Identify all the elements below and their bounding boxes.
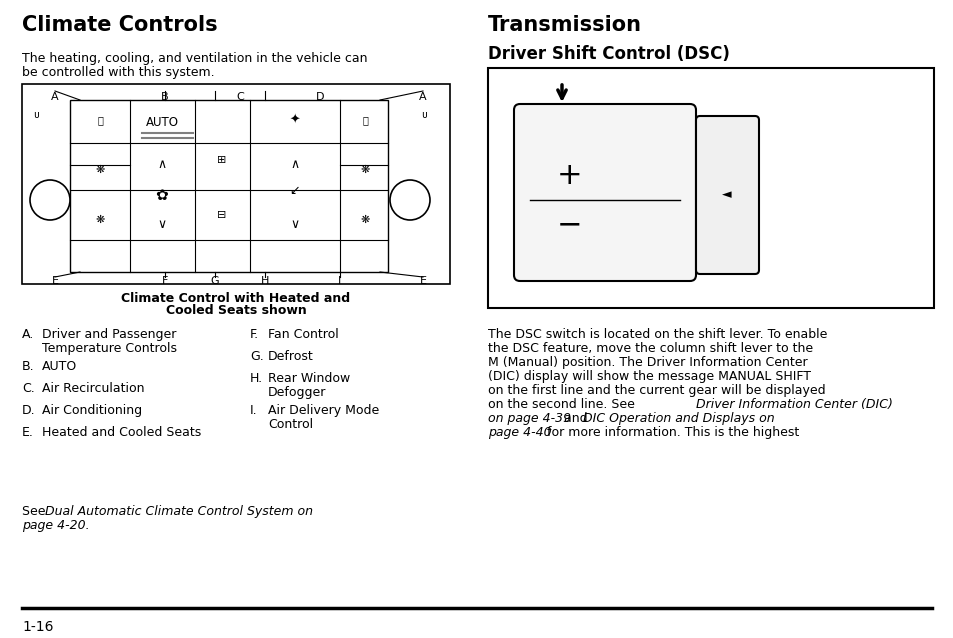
Text: Driver Information Center (DIC): Driver Information Center (DIC) [696,398,892,411]
Text: Control: Control [268,418,313,431]
Bar [488,68,933,308]
Text: C.: C. [22,382,34,395]
Text: D.: D. [22,404,35,417]
Text: Heated and Cooled Seats: Heated and Cooled Seats [42,426,201,439]
Text: Dual Automatic Climate Control System on: Dual Automatic Climate Control System on [45,505,313,518]
Text: ⊞: ⊞ [217,155,227,165]
Text: ∧: ∧ [157,158,167,172]
Text: Cooled Seats shown: Cooled Seats shown [166,304,306,317]
Text: F.: F. [250,328,259,341]
Text: D: D [315,92,324,102]
Text: 🪑: 🪑 [362,115,368,125]
Text: ∨: ∨ [290,218,299,232]
Text: F: F [162,276,168,286]
Text: and: and [559,412,591,425]
Text: ᴜ: ᴜ [420,110,426,120]
Bar [22,84,450,284]
Text: A: A [418,92,426,102]
Text: Defogger: Defogger [268,386,326,399]
Text: Air Recirculation: Air Recirculation [42,382,144,395]
Text: ∧: ∧ [290,158,299,172]
Text: Temperature Controls: Temperature Controls [42,342,177,355]
Text: The DSC switch is located on the shift lever. To enable: The DSC switch is located on the shift l… [488,328,826,341]
Text: Rear Window: Rear Window [268,372,350,385]
Text: M (Manual) position. The Driver Information Center: M (Manual) position. The Driver Informat… [488,356,807,369]
Text: Driver and Passenger: Driver and Passenger [42,328,176,341]
Text: A: A [51,92,59,102]
Text: C: C [236,92,244,102]
Text: ∨: ∨ [157,218,167,232]
Text: B.: B. [22,360,34,373]
Text: ↙: ↙ [290,184,300,197]
Text: ᴜ: ᴜ [33,110,39,120]
Text: H: H [260,276,269,286]
Text: ⊟: ⊟ [217,210,227,220]
Text: G: G [211,276,219,286]
Text: +: + [557,161,582,189]
Circle shape [390,180,430,220]
Text: Defrost: Defrost [268,350,314,363]
Bar [687,140,702,220]
Text: page 4-40: page 4-40 [488,426,551,439]
Text: Transmission: Transmission [488,15,641,35]
Text: See: See [22,505,50,518]
Text: DIC Operation and Displays on: DIC Operation and Displays on [582,412,774,425]
Text: ❋: ❋ [360,165,370,175]
Text: AUTO: AUTO [42,360,77,373]
Text: be controlled with this system.: be controlled with this system. [22,66,214,79]
Text: A.: A. [22,328,34,341]
Text: page 4-20.: page 4-20. [22,519,90,532]
Text: E: E [419,276,426,286]
Text: I.: I. [250,404,257,417]
Text: ✦: ✦ [290,114,300,126]
Text: The heating, cooling, and ventilation in the vehicle can: The heating, cooling, and ventilation in… [22,52,367,65]
Text: E: E [51,276,58,286]
Text: for more information. This is the highest: for more information. This is the highes… [542,426,799,439]
Text: I: I [338,276,341,286]
Text: ✿: ✿ [155,188,168,202]
Text: G.: G. [250,350,263,363]
Text: on page 4-39: on page 4-39 [488,412,571,425]
Text: ❋: ❋ [95,165,105,175]
FancyBboxPatch shape [514,104,696,281]
Text: 🪑: 🪑 [97,115,103,125]
Text: on the first line and the current gear will be displayed: on the first line and the current gear w… [488,384,824,397]
Text: Climate Controls: Climate Controls [22,15,217,35]
Text: ❋: ❋ [95,215,105,225]
Text: Air Conditioning: Air Conditioning [42,404,142,417]
Text: Driver Shift Control (DSC): Driver Shift Control (DSC) [488,45,729,63]
Text: on the second line. See: on the second line. See [488,398,639,411]
Text: B: B [161,92,169,102]
Text: the DSC feature, move the column shift lever to the: the DSC feature, move the column shift l… [488,342,812,355]
Text: −: − [557,211,582,239]
Text: 1-16: 1-16 [22,620,53,634]
Text: ❋: ❋ [360,215,370,225]
Bar [70,100,388,272]
Text: E.: E. [22,426,34,439]
FancyBboxPatch shape [696,116,759,274]
Text: (DIC) display will show the message MANUAL SHIFT: (DIC) display will show the message MANU… [488,370,810,383]
Text: AUTO: AUTO [146,115,178,128]
Text: ◄: ◄ [721,188,731,202]
Text: Air Delivery Mode: Air Delivery Mode [268,404,379,417]
Circle shape [30,180,70,220]
Text: H.: H. [250,372,263,385]
Text: Fan Control: Fan Control [268,328,338,341]
Text: Climate Control with Heated and: Climate Control with Heated and [121,292,350,305]
